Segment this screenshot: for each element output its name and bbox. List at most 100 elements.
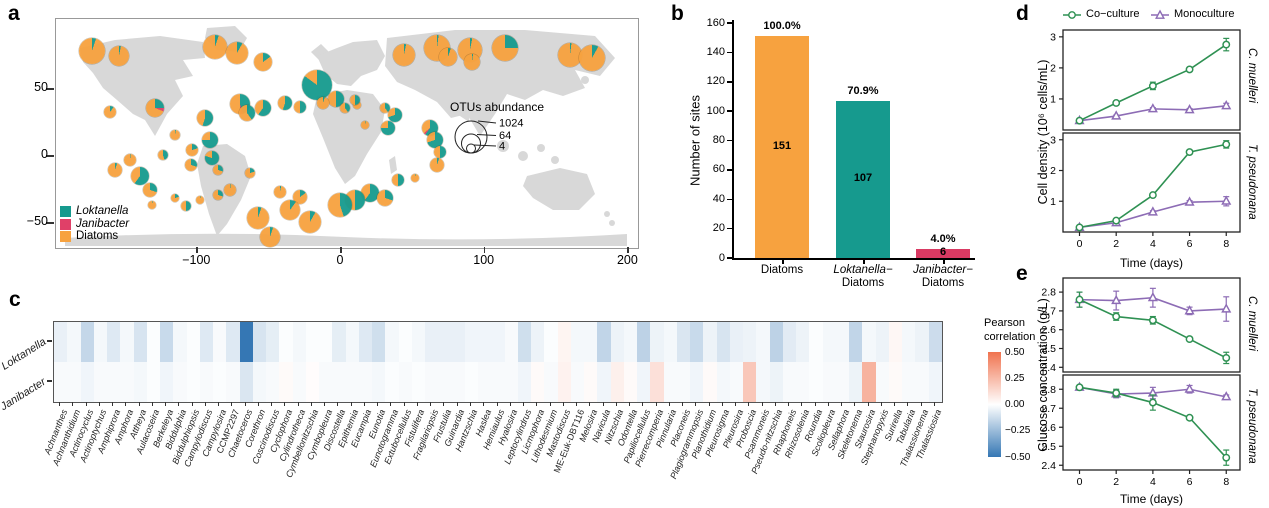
map-pie [131, 167, 149, 185]
map-pie [202, 132, 218, 148]
heatmap-cell [610, 362, 625, 402]
map-pie [213, 165, 223, 175]
map-pie [380, 103, 390, 113]
map-pie [245, 168, 255, 178]
map-y-tick [46, 155, 54, 157]
svg-text:2.4: 2.4 [1041, 362, 1056, 374]
map-x-tick-label: 100 [473, 253, 495, 267]
heat-col-tick [377, 402, 379, 406]
colorbar-tick-label: 0.00 [1005, 399, 1025, 410]
svg-text:3: 3 [1050, 31, 1056, 43]
heat-row-tick [47, 380, 52, 382]
heat-col-tick [721, 402, 723, 406]
svg-text:6: 6 [1187, 238, 1193, 250]
heatmap-cell [478, 322, 492, 362]
heat-col-tick [496, 402, 498, 406]
bar-y-tick-label: 20 [712, 222, 725, 235]
map-y-tick [46, 222, 54, 224]
heatmap-cell [464, 362, 479, 402]
svg-text:2.6: 2.6 [1041, 422, 1056, 434]
heatmap-cell [676, 322, 691, 362]
bar-y-axis [732, 20, 734, 258]
svg-text:8: 8 [1223, 476, 1229, 488]
heat-col-tick [827, 402, 829, 406]
heatmap-cell [332, 322, 347, 362]
heatmap-cell [888, 322, 903, 362]
heatmap-cell [743, 322, 757, 362]
heatmap-cell [915, 362, 930, 402]
bar-y-tick-label: 80 [712, 134, 725, 146]
colorbar [988, 352, 1001, 457]
bar-y-tick [727, 257, 732, 259]
heatmap-cell [133, 362, 148, 402]
heat-col-tick [403, 402, 405, 406]
heat-col-tick [642, 402, 644, 406]
heat-col-tick [615, 402, 617, 406]
heatmap-cell [663, 322, 678, 362]
heatmap-cell [199, 322, 214, 362]
heat-col-tick [801, 402, 803, 406]
heatmap-cell [173, 322, 188, 362]
svg-text:4: 4 [1150, 476, 1156, 488]
heatmap-cell [915, 322, 930, 362]
heatmap-cell [782, 362, 797, 402]
map-pie [239, 105, 255, 121]
colorbar-tick-label: −0.25 [1005, 425, 1031, 437]
heat-col-tick [841, 402, 843, 406]
map-pie [388, 108, 402, 122]
heatmap-cell [584, 322, 598, 362]
map-x-tick [196, 247, 198, 253]
map-pie [226, 42, 248, 64]
heat-col-tick [933, 402, 935, 406]
svg-text:2.7: 2.7 [1041, 305, 1056, 317]
bar-category-label: Loktanella− [833, 264, 893, 276]
heat-col-tick [191, 402, 193, 406]
heatmap-cell [358, 322, 373, 362]
heat-col-tick [112, 402, 114, 406]
map-pie [430, 158, 444, 172]
map-pie [247, 207, 269, 229]
map-pie [224, 184, 236, 196]
map-pie [109, 46, 129, 66]
heat-col-tick [443, 402, 445, 406]
heatmap-cell [637, 322, 651, 362]
heatmap-cell [663, 362, 678, 402]
map-pie [278, 96, 292, 110]
map-pie [146, 99, 164, 117]
map-pie [340, 103, 350, 113]
map-pie [158, 150, 168, 160]
heat-col-tick [629, 402, 631, 406]
map-pie [377, 190, 393, 206]
heat-col-tick [85, 402, 87, 406]
heatmap-cell [213, 362, 227, 402]
bar-y-tick [727, 81, 732, 83]
heatmap-cell [160, 362, 174, 402]
heatmap-cell [597, 362, 612, 402]
heatmap-cell [411, 362, 426, 402]
heatmap-cell [531, 322, 545, 362]
heat-col-tick [549, 402, 551, 406]
map-pie [254, 53, 272, 71]
bar-1 [836, 100, 890, 258]
bar-y-tick-label: 100 [706, 104, 725, 117]
panel-e-label: e [1016, 262, 1028, 285]
heatmap-cell [385, 322, 400, 362]
svg-text:2.7: 2.7 [1041, 403, 1056, 415]
map-pie [328, 193, 352, 217]
heat-row-tick [47, 340, 52, 342]
heat-col-tick [430, 402, 432, 406]
heatmap-cell [80, 362, 95, 402]
heat-col-tick [655, 402, 657, 406]
heatmap-cell [650, 362, 665, 402]
bar-y-tick [727, 22, 732, 24]
heatmap-cell [199, 362, 214, 402]
heatmap-cell [372, 362, 386, 402]
bar-y-tick [727, 198, 732, 200]
map-pie [294, 101, 306, 113]
bar-x-tick [943, 259, 945, 264]
map-pie [361, 121, 369, 129]
heat-col-tick [125, 402, 127, 406]
glucose-chart: 2.4 2.5 2.6 2.7 2.8 2.4 2.5 2.6 2.7 2.8 0 2 4 6 8 [1041, 277, 1241, 488]
heatmap-cell [120, 362, 135, 402]
